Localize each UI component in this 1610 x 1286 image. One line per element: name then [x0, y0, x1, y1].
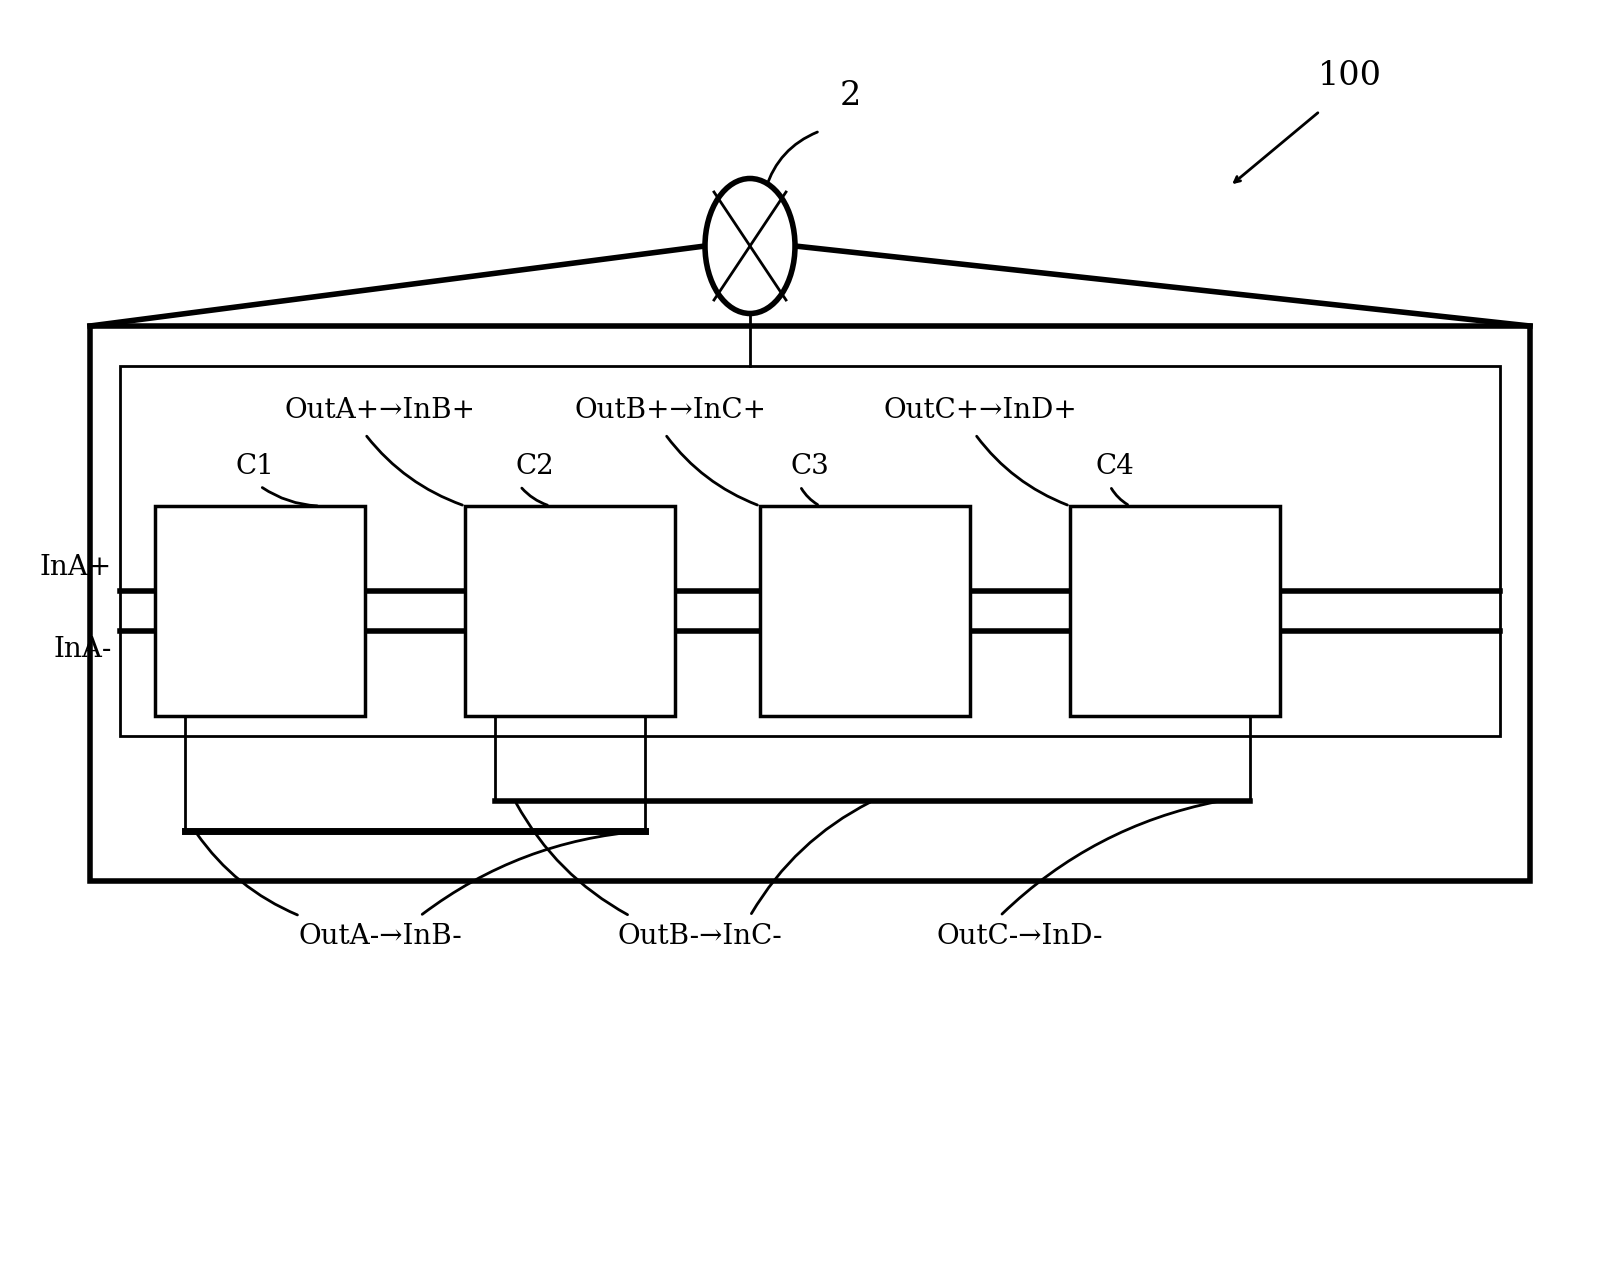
Text: CELL: CELL	[525, 624, 615, 655]
Text: CELL: CELL	[1130, 624, 1220, 655]
Text: OutA+→InB+: OutA+→InB+	[285, 397, 475, 424]
Bar	[1071, 505, 1280, 716]
Text: 100: 100	[1319, 60, 1381, 93]
Text: VCO: VCO	[1138, 567, 1212, 598]
FancyArrowPatch shape	[667, 436, 757, 505]
Text: C4: C4	[1096, 453, 1135, 480]
FancyArrowPatch shape	[1001, 801, 1217, 914]
Text: C2: C2	[515, 453, 554, 480]
Text: OutC+→InD+: OutC+→InD+	[884, 397, 1077, 424]
Ellipse shape	[705, 179, 795, 314]
Text: VCO: VCO	[533, 567, 607, 598]
FancyArrowPatch shape	[766, 132, 818, 188]
Text: CELL: CELL	[214, 624, 306, 655]
FancyArrowPatch shape	[522, 489, 547, 505]
Bar	[155, 505, 365, 716]
Text: OutB+→InC+: OutB+→InC+	[575, 397, 766, 424]
Text: InA+: InA+	[40, 554, 113, 581]
FancyArrowPatch shape	[977, 436, 1067, 505]
Text: VCO: VCO	[222, 567, 298, 598]
Text: VCO: VCO	[828, 567, 902, 598]
Text: CELL: CELL	[819, 624, 910, 655]
Text: 2: 2	[839, 80, 861, 112]
FancyArrowPatch shape	[196, 833, 298, 914]
Text: OutB-→InC-: OutB-→InC-	[618, 922, 782, 949]
Bar	[90, 325, 1530, 881]
Bar	[465, 505, 675, 716]
Text: InA-: InA-	[53, 637, 113, 664]
FancyArrowPatch shape	[367, 436, 462, 505]
FancyArrowPatch shape	[422, 831, 642, 914]
FancyArrowPatch shape	[517, 804, 628, 914]
Text: OutC-→InD-: OutC-→InD-	[937, 922, 1103, 949]
Text: C3: C3	[791, 453, 829, 480]
FancyArrowPatch shape	[262, 487, 317, 505]
FancyArrowPatch shape	[752, 802, 869, 913]
FancyArrowPatch shape	[1111, 489, 1127, 504]
Text: C1: C1	[235, 453, 274, 480]
Text: OutA-→InB-: OutA-→InB-	[298, 922, 462, 949]
Bar	[121, 367, 1501, 736]
FancyArrowPatch shape	[802, 489, 818, 504]
Bar	[760, 505, 969, 716]
